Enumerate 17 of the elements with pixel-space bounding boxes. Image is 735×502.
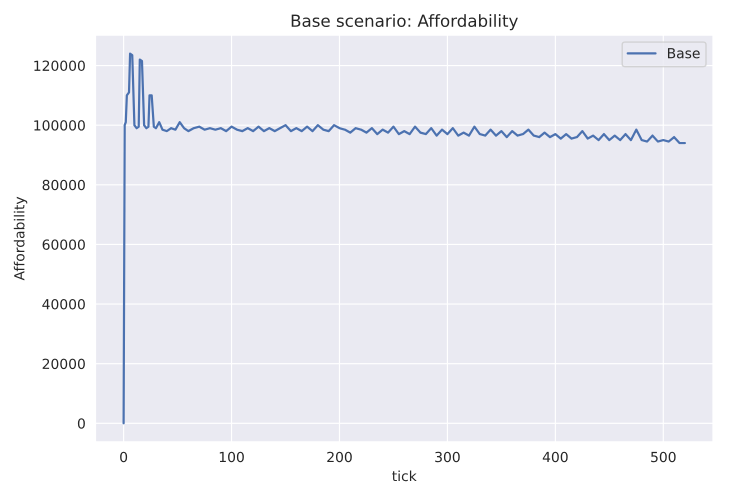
y-tick-label: 0 — [78, 418, 85, 429]
x-tick-label: 500 — [651, 452, 676, 462]
x-tick-label: 300 — [435, 452, 460, 462]
x-tick-label: 0 — [120, 452, 128, 462]
y-axis-title: Affordability — [14, 196, 28, 280]
y-tick-label: 100000 — [34, 120, 85, 131]
x-tick-label: 100 — [220, 452, 244, 462]
y-tick-label: 80000 — [42, 180, 85, 190]
legend-label: Base — [668, 48, 700, 58]
y-tick-label: 60000 — [42, 239, 85, 250]
x-tick-label: 400 — [542, 452, 568, 462]
y-tick-label: 40000 — [42, 299, 85, 310]
y-tick-label: 120000 — [34, 60, 85, 72]
chart-title: Base scenario: Affordability — [292, 14, 518, 30]
y-tick-label: 20000 — [42, 358, 85, 370]
x-axis-title: tick — [392, 470, 417, 482]
x-tick-label: 200 — [327, 452, 352, 462]
